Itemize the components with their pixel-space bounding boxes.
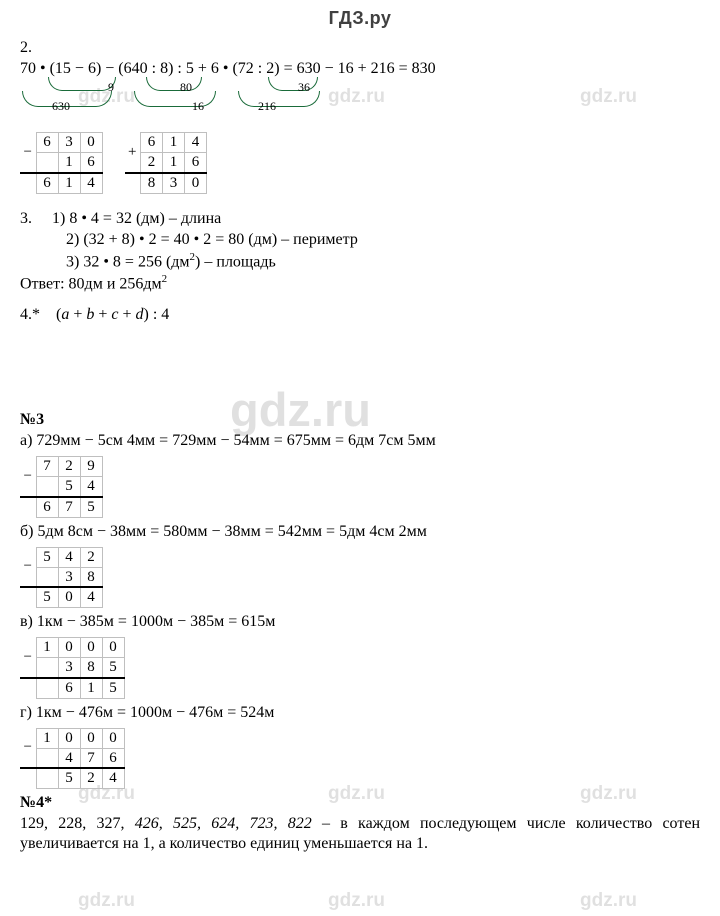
n3-c: в) 1км − 385м = 1000м − 385м = 615м (20, 612, 700, 632)
watermark: gdz.ru (580, 890, 637, 912)
site-logo: ГДЗ.ру (329, 8, 392, 29)
calc-table-2: + 614 216 830 (125, 132, 208, 194)
watermark: gdz.ru (78, 890, 135, 912)
n4-seq-plain: 129, 228, 327, (20, 815, 135, 832)
step-value: 630 (52, 99, 70, 114)
problem-4star-num: 4.* (20, 306, 40, 323)
n4-seq-italic: 426, 525, 624, 723, 822 (135, 815, 312, 832)
calc-n3c: − 1000 385 615 (20, 637, 125, 699)
calc-table-1: − 630 16 614 (20, 132, 103, 194)
n4-text: 129, 228, 327, 426, 525, 624, 723, 822 –… (20, 814, 700, 854)
p3-l2: 2) (32 + 8) • 2 = 40 • 2 = 80 (дм) – пер… (20, 230, 700, 250)
problem-4star: 4.* (a + b + c + d) : 4 (20, 305, 700, 325)
watermark: gdz.ru (328, 890, 385, 912)
n3-a: а) 729мм − 5см 4мм = 729мм − 54мм = 675м… (20, 431, 700, 451)
problem-2-expr: 70 • (15 − 6) − (640 : 8) : 5 + 6 • (72 … (20, 59, 700, 79)
step-value: 80 (180, 80, 192, 95)
calc-n3a: − 729 54 675 (20, 456, 103, 518)
problem-3: 3. 1) 8 • 4 = 32 (дм) – длина (20, 209, 700, 229)
page-content: 2. 70 • (15 − 6) − (640 : 8) : 5 + 6 • (… (20, 38, 700, 855)
n3-b: б) 5дм 8см − 38мм = 580мм − 38мм = 542мм… (20, 522, 700, 542)
n3-d: г) 1км − 476м = 1000м − 476м = 524м (20, 703, 700, 723)
calc-row: − 630 16 614 + 614 216 830 (20, 128, 700, 198)
step-value: 16 (192, 99, 204, 114)
calc-sign: − (20, 133, 36, 173)
calc-n3b: − 542 38 504 (20, 547, 103, 609)
p3-answer: Ответ: 80дм и 256дм2 (20, 273, 700, 294)
section-n4-head: №4* (20, 793, 700, 813)
expr-text: 70 • (15 − 6) − (640 : 8) : 5 + 6 • (72 … (20, 60, 436, 77)
step-value: 216 (258, 99, 276, 114)
problem-2-num: 2. (20, 38, 700, 58)
section-n3-head: №3 (20, 410, 700, 430)
step-value: 9 (108, 80, 114, 95)
p3-l1: 1) 8 • 4 = 32 (дм) – длина (52, 210, 221, 227)
calc-sign: + (125, 133, 141, 173)
calc-n3d: − 1000 476 524 (20, 728, 125, 790)
problem-3-num: 3. (20, 210, 32, 227)
step-value: 36 (298, 80, 310, 95)
p3-l3: 3) 32 • 8 = 256 (дм2) – площадь (20, 251, 700, 272)
